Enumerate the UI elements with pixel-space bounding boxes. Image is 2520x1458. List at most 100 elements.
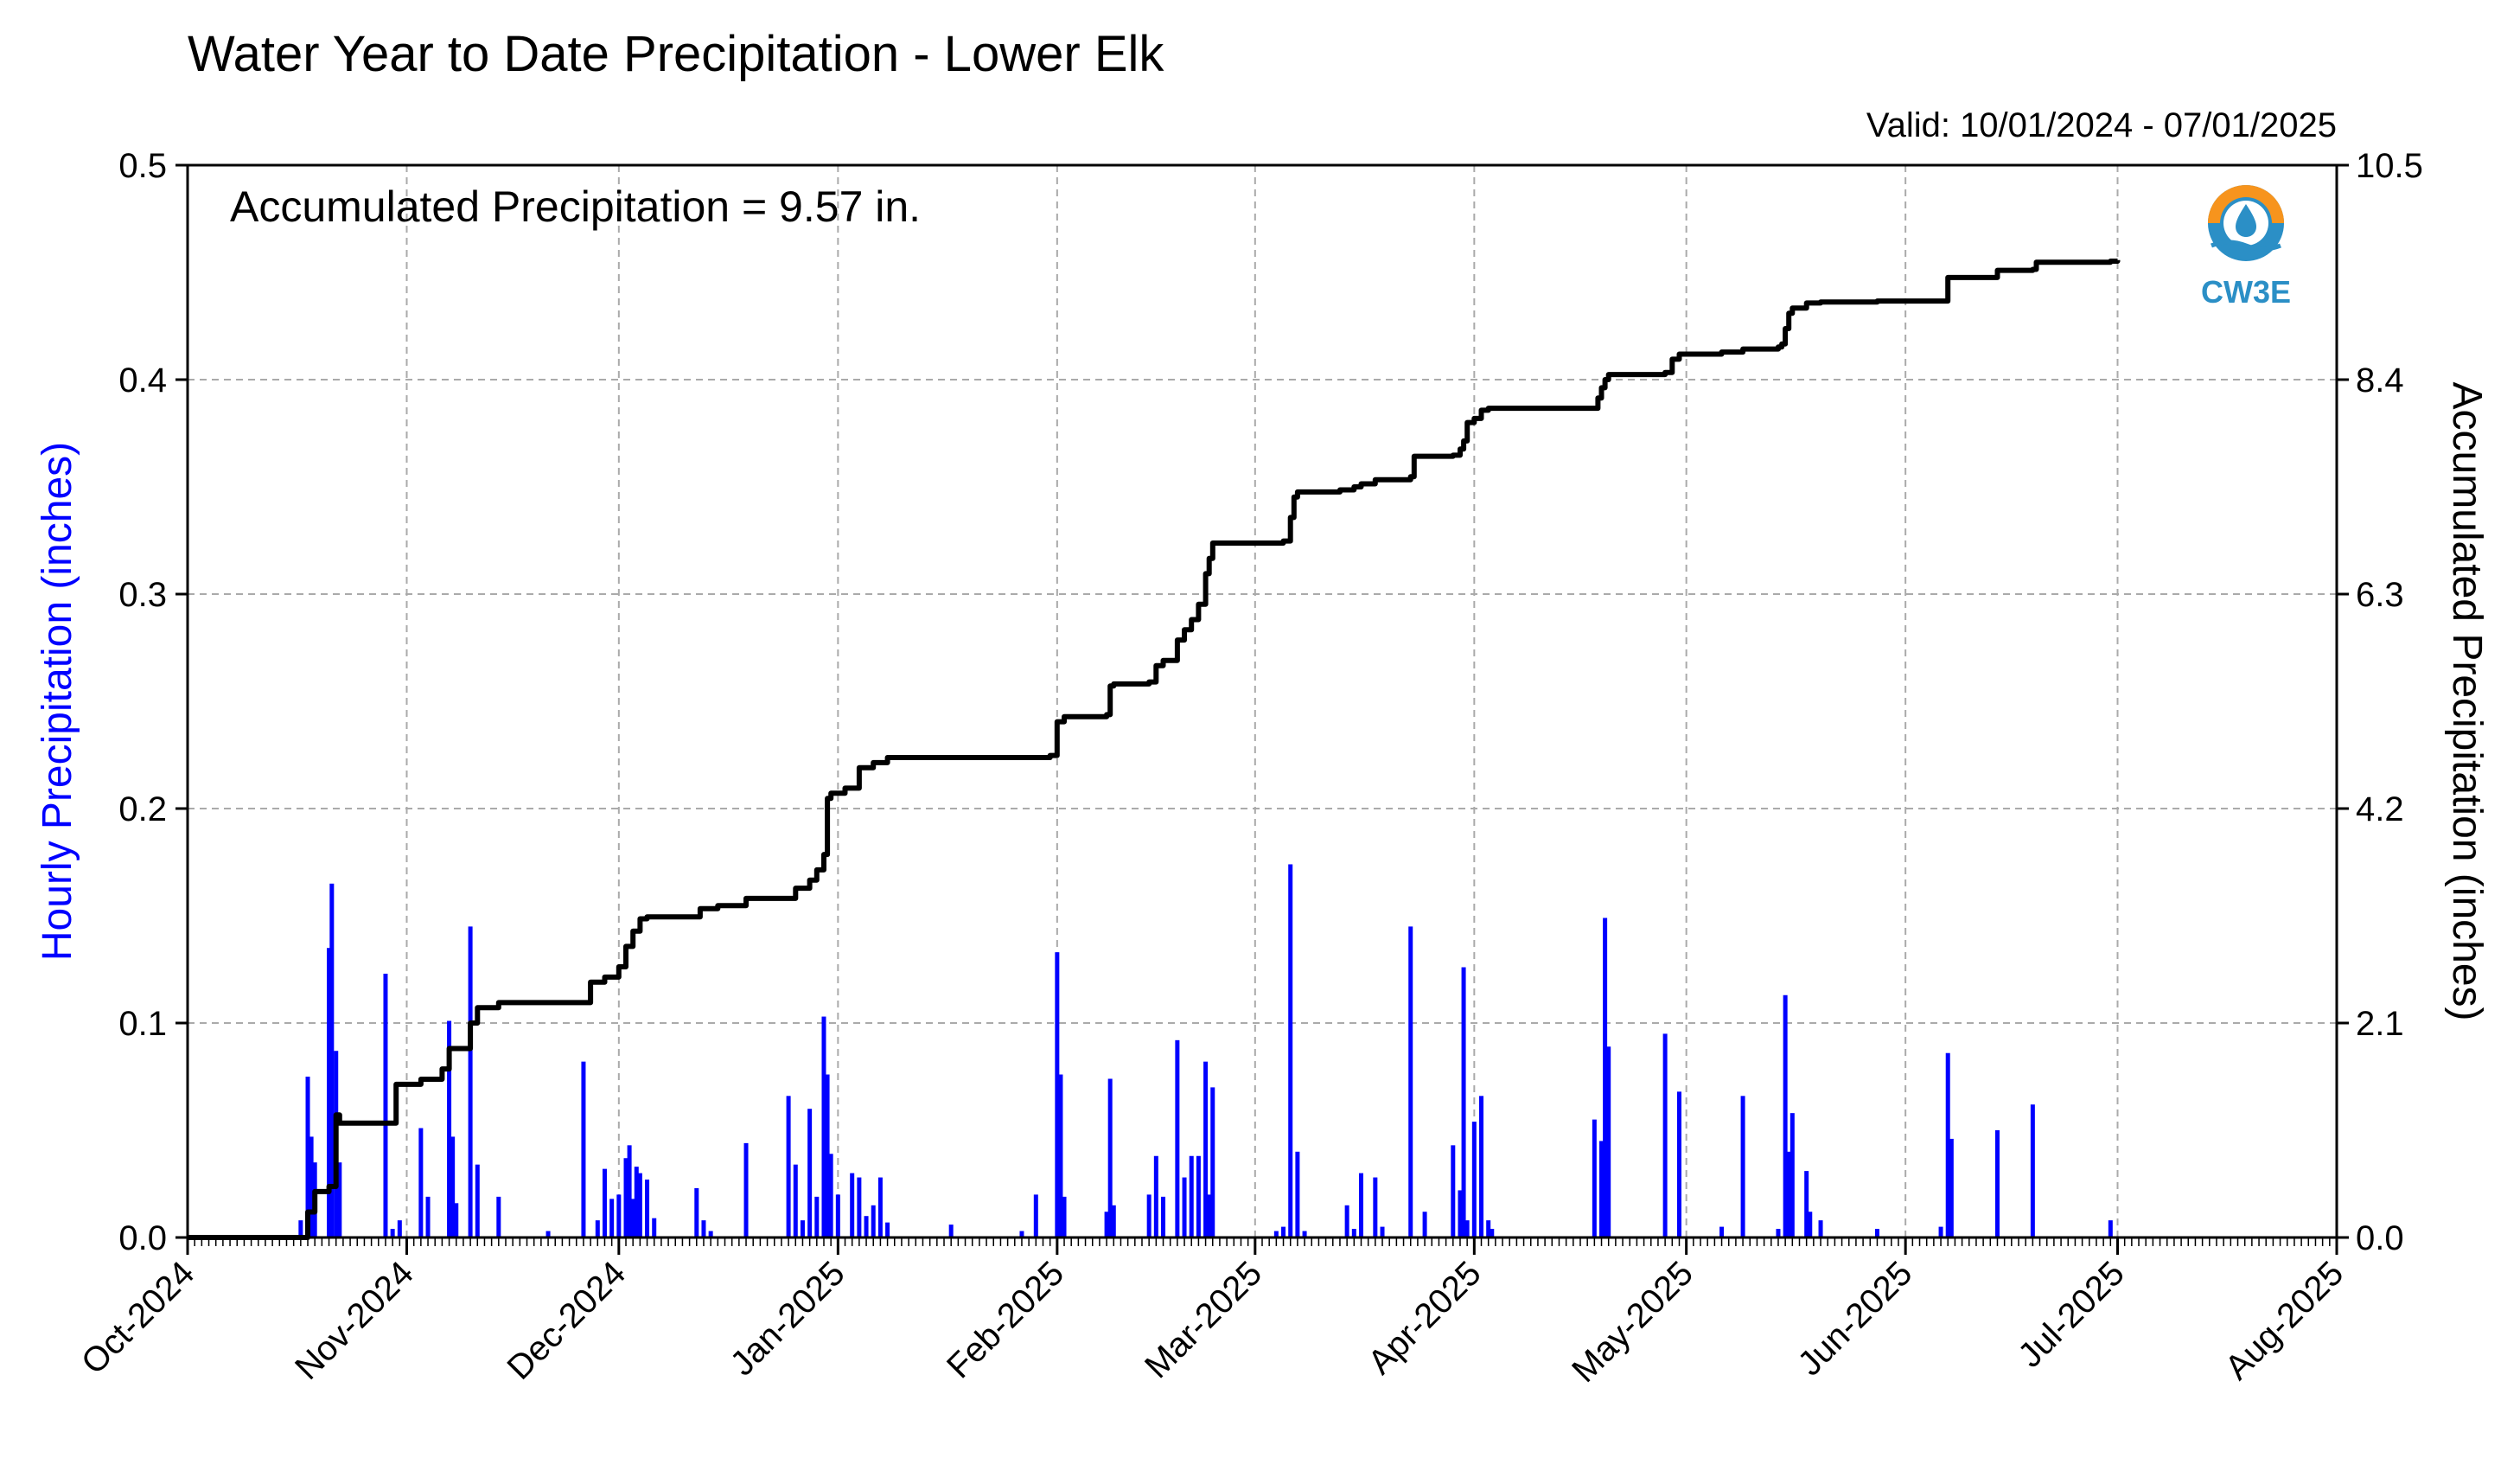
hourly-precip-bar bbox=[1994, 1130, 2000, 1237]
axes-ticks bbox=[175, 163, 2349, 1255]
accumulated-annotation: Accumulated Precipitation = 9.57 in. bbox=[230, 182, 921, 231]
hourly-precip-bar bbox=[1196, 1155, 1201, 1237]
hourly-precip-bar bbox=[1210, 1087, 1215, 1237]
hourly-precip-bar bbox=[1175, 1039, 1180, 1237]
hourly-precip-bar bbox=[450, 1136, 456, 1237]
hourly-precip-bar bbox=[1351, 1229, 1356, 1237]
y-left-tick-label: 0.0 bbox=[118, 1219, 167, 1257]
hourly-precip-bar bbox=[1471, 1122, 1477, 1237]
y-right-tick-label: 0.0 bbox=[2356, 1219, 2404, 1257]
hourly-precip-bar bbox=[1146, 1194, 1152, 1237]
hourly-precip-bar bbox=[1938, 1226, 1943, 1237]
logo-wave-icon bbox=[2211, 240, 2281, 252]
y-left-tick-label: 0.3 bbox=[118, 576, 167, 614]
hourly-precip-bar bbox=[877, 1177, 883, 1237]
hourly-precip-bar bbox=[857, 1177, 862, 1237]
hourly-precip-bar bbox=[1776, 1229, 1781, 1237]
hourly-precip-bar bbox=[701, 1220, 706, 1237]
hourly-precip-bar bbox=[885, 1222, 890, 1237]
hourly-precip-bar bbox=[397, 1220, 402, 1237]
accumulated-line-layer bbox=[188, 259, 2121, 1240]
grid-lines bbox=[188, 165, 2337, 1237]
hourly-precip-bar bbox=[1058, 1074, 1063, 1237]
hourly-precip-bar bbox=[496, 1196, 501, 1237]
hourly-precip-bar bbox=[800, 1220, 805, 1237]
hourly-precip-bar bbox=[1662, 1033, 1668, 1237]
hourly-precip-bar bbox=[821, 1016, 826, 1237]
hourly-precip-bar bbox=[298, 1220, 303, 1237]
hourly-precip-bar bbox=[1344, 1205, 1349, 1237]
hourly-precip-bar bbox=[545, 1231, 551, 1237]
hourly-precip-bar bbox=[1603, 918, 1608, 1237]
y-right-tick-label: 6.3 bbox=[2356, 576, 2404, 614]
hourly-precip-bar bbox=[1104, 1212, 1109, 1237]
hourly-precip-bar bbox=[948, 1225, 954, 1237]
hourly-precip-bar bbox=[447, 1020, 452, 1237]
hourly-precip-bar bbox=[1380, 1226, 1385, 1237]
hourly-precip-bar bbox=[1783, 994, 1788, 1237]
hourly-precip-bar bbox=[581, 1061, 586, 1237]
hourly-precip-bar bbox=[1818, 1220, 1823, 1237]
hourly-precip-bar bbox=[1055, 952, 1060, 1237]
hourly-precip-bar bbox=[807, 1109, 813, 1237]
hourly-precip-bar bbox=[630, 1199, 635, 1237]
hourly-precip-bar bbox=[2030, 1104, 2035, 1237]
hourly-precip-bar bbox=[1804, 1171, 1809, 1237]
hourly-precip-bar bbox=[1373, 1177, 1378, 1237]
hourly-precip-bar bbox=[694, 1187, 699, 1237]
logo-sun-arc bbox=[2208, 185, 2284, 223]
hourly-precip-bar bbox=[475, 1164, 480, 1237]
hourly-precip-bar bbox=[864, 1216, 869, 1237]
hourly-precip-bar bbox=[1111, 1205, 1116, 1237]
hourly-precip-bar bbox=[1945, 1052, 1950, 1237]
hourly-precip-bar bbox=[1786, 1151, 1791, 1237]
hourly-precip-bar bbox=[1281, 1226, 1286, 1237]
hourly-precip-bar bbox=[1408, 926, 1413, 1237]
hourly-precip-bar bbox=[609, 1199, 615, 1237]
y-axis-left-label: Hourly Precipitation (inches) bbox=[35, 442, 80, 961]
hourly-precip-bar bbox=[327, 948, 332, 1237]
hourly-precip-bar bbox=[602, 1168, 607, 1237]
hourly-precip-bar bbox=[1464, 1220, 1470, 1237]
hourly-precip-bar bbox=[1153, 1155, 1158, 1237]
hourly-precip-bar bbox=[1107, 1078, 1113, 1237]
hourly-precip-bar bbox=[1676, 1091, 1681, 1237]
right-y-tick-labels: 0.0 2.1 4.2 6.3 8.4 10.5 bbox=[2356, 147, 2423, 1257]
hourly-precip-bar bbox=[1479, 1096, 1484, 1237]
y-left-tick-label: 0.2 bbox=[118, 790, 167, 828]
y-right-tick-label: 10.5 bbox=[2356, 147, 2423, 185]
hourly-precip-bar bbox=[1062, 1196, 1067, 1237]
hourly-precip-bar bbox=[1490, 1229, 1495, 1237]
hourly-precip-bar bbox=[835, 1194, 840, 1237]
hourly-precip-bar bbox=[871, 1205, 876, 1237]
hourly-precip-bar bbox=[390, 1229, 395, 1237]
hourly-precip-bar bbox=[1189, 1155, 1194, 1237]
cw3e-logo: CW3E bbox=[2201, 185, 2291, 310]
hourly-precip-bar bbox=[305, 1077, 310, 1237]
hourly-precip-bar bbox=[1451, 1145, 1456, 1237]
hourly-precip-bar bbox=[1808, 1212, 1813, 1237]
hourly-precip-bar bbox=[786, 1096, 791, 1237]
hourly-precip-bar bbox=[1461, 967, 1466, 1237]
hourly-precip-bar bbox=[1874, 1229, 1879, 1237]
hourly-precip-bar bbox=[418, 1128, 424, 1237]
logo-text: CW3E bbox=[2201, 274, 2291, 310]
hourly-precip-bar bbox=[468, 926, 473, 1237]
y-right-tick-label: 4.2 bbox=[2356, 790, 2404, 828]
hourly-precip-bar bbox=[1273, 1231, 1279, 1237]
hourly-precip-bar bbox=[814, 1196, 820, 1237]
accumulated-precip-line bbox=[188, 259, 2121, 1240]
hourly-precip-bar bbox=[1592, 1119, 1597, 1237]
hourly-precip-bar bbox=[708, 1231, 713, 1237]
hourly-precip-bar bbox=[1203, 1061, 1209, 1237]
hourly-precip-bar bbox=[743, 1142, 749, 1237]
hourly-precip-bar bbox=[850, 1173, 855, 1237]
hourly-precip-bar bbox=[1486, 1220, 1491, 1237]
hourly-precip-bar bbox=[1422, 1212, 1427, 1237]
hourly-precip-bar bbox=[425, 1196, 431, 1237]
hourly-precip-bar bbox=[329, 883, 335, 1237]
hourly-precip-bar bbox=[1207, 1194, 1212, 1237]
y-right-tick-label: 2.1 bbox=[2356, 1005, 2404, 1043]
hourly-precip-bar bbox=[825, 1074, 830, 1237]
